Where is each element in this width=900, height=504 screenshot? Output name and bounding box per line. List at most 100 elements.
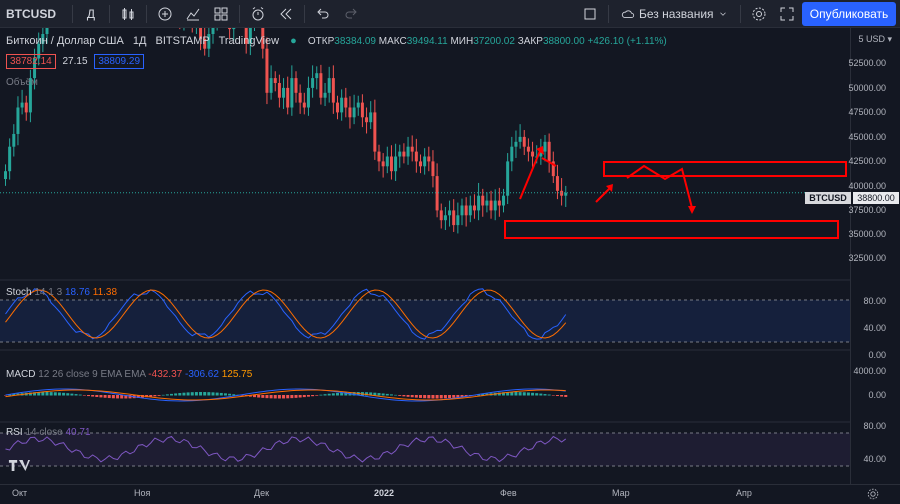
macd-hist-bar <box>91 395 95 397</box>
time-axis-settings-icon[interactable] <box>866 487 880 504</box>
candle-body <box>228 28 232 30</box>
stoch-legend[interactable]: Stoch 14 1 3 18.76 11.38 <box>6 287 117 298</box>
macd-hist-bar <box>120 395 124 399</box>
fullscreen-square-icon[interactable] <box>576 0 604 28</box>
macd-hist-bar <box>282 395 286 399</box>
stoch-k-value: 18.76 <box>64 287 90 298</box>
undo-icon[interactable] <box>309 0 337 28</box>
macd-hist-bar <box>240 395 244 396</box>
macd-hist-bar <box>431 395 435 399</box>
symbol-search[interactable]: BTCUSD <box>6 6 56 21</box>
macd-hist-bar <box>419 395 422 398</box>
add-indicator-icon[interactable] <box>151 0 179 28</box>
alert-icon[interactable] <box>244 0 272 28</box>
price-axis[interactable] <box>850 28 900 484</box>
macd-hist-bar <box>506 392 510 396</box>
tradingview-logo-icon[interactable] <box>8 458 30 478</box>
macd-hist-bar <box>211 392 215 396</box>
fullscreen-icon[interactable] <box>773 0 801 28</box>
spread-value: 27.15 <box>62 56 88 67</box>
layout-name-button[interactable]: Без названия <box>613 0 736 28</box>
price-axis-label: 40000.00 <box>848 181 886 191</box>
ask-price[interactable]: 38809.29 <box>94 54 145 69</box>
time-axis-label: Фев <box>500 488 517 498</box>
macd-hist-bar <box>165 394 169 396</box>
candle-body <box>551 161 555 177</box>
macd-hist-bar <box>389 394 393 396</box>
candle-body <box>555 176 559 191</box>
candle-body <box>41 34 45 44</box>
candle-body <box>199 28 203 39</box>
macd-axis-label: 0.00 <box>868 390 886 400</box>
macd-hist-bar <box>452 395 456 398</box>
candle-body <box>360 102 364 118</box>
legend-title[interactable]: Биткоин / Доллар США <box>6 35 124 47</box>
candle-body <box>389 156 393 172</box>
macd-hist-bar <box>66 393 70 396</box>
time-axis-label: Дек <box>254 488 270 498</box>
chart-canvas[interactable] <box>0 28 850 484</box>
macd-hist-bar <box>128 395 132 399</box>
macd-hist-bar <box>443 395 447 399</box>
publish-button[interactable]: Опубликовать <box>802 2 896 26</box>
macd-hist-bar <box>369 392 373 396</box>
macd-hist-bar <box>57 392 61 396</box>
candle-body <box>406 146 410 157</box>
interval-button[interactable]: Д <box>86 6 96 21</box>
support-zone-rect <box>504 220 839 239</box>
macd-hist-bar <box>385 393 389 396</box>
price-axis-label: 47500.00 <box>848 107 886 117</box>
candle-body <box>423 156 427 167</box>
redo-icon[interactable] <box>337 0 365 28</box>
candle-body <box>311 78 315 88</box>
candle-body <box>352 107 356 118</box>
macd-hist-bar <box>124 395 128 399</box>
candle-body <box>477 195 481 211</box>
rsi-axis-label: 80.00 <box>863 421 886 431</box>
macd-signal-value: -306.62 <box>185 369 219 380</box>
candle-body <box>381 161 385 167</box>
macd-hist-bar <box>103 395 107 398</box>
indicators-icon[interactable] <box>179 0 207 28</box>
macd-hist-bar <box>373 392 377 396</box>
candle-body <box>344 97 348 108</box>
macd-hist-bar <box>336 392 339 396</box>
candle-body <box>377 151 381 162</box>
replay-icon[interactable] <box>272 0 300 28</box>
stoch-band-fill <box>0 300 850 342</box>
rsi-legend[interactable]: RSI 14 close 40.71 <box>6 427 91 438</box>
macd-legend[interactable]: MACD 12 26 close 9 EMA EMA -432.37 -306.… <box>6 369 252 380</box>
candles-icon[interactable] <box>114 0 142 28</box>
open-value: 38384.09 <box>334 36 376 47</box>
candle-body <box>4 171 7 180</box>
time-axis-label: Мар <box>612 488 630 498</box>
macd-hist-bar <box>377 393 381 396</box>
settings-gear-icon[interactable] <box>745 0 773 28</box>
time-axis[interactable] <box>0 484 900 504</box>
volume-legend[interactable]: Объём <box>6 77 38 88</box>
macd-hist-bar <box>327 393 331 396</box>
macd-hist-bar <box>406 395 410 397</box>
candle-body <box>464 205 468 216</box>
candle-body <box>207 34 211 49</box>
macd-hist-bar <box>161 394 165 396</box>
macd-hist-bar <box>62 392 66 396</box>
templates-icon[interactable] <box>207 0 235 28</box>
macd-hist-bar <box>294 395 298 398</box>
currency-selector[interactable]: 5 USD ▾ <box>858 34 892 44</box>
macd-hist-bar <box>414 395 418 398</box>
macd-hist-bar <box>253 395 256 398</box>
bid-price[interactable]: 38782.14 <box>6 54 56 69</box>
candle-body <box>394 156 398 172</box>
macd-hist-bar <box>365 392 369 396</box>
candle-body <box>385 156 389 167</box>
stoch-axis-label: 40.00 <box>863 323 886 333</box>
candle-body <box>340 97 344 113</box>
macd-hist-bar <box>352 392 356 396</box>
macd-hist-bar <box>232 394 236 396</box>
candle-body <box>427 156 431 162</box>
macd-hist-bar <box>70 393 74 396</box>
candle-body <box>298 92 302 103</box>
stoch-d-value: 11.38 <box>92 287 118 298</box>
candle-body <box>323 92 327 98</box>
